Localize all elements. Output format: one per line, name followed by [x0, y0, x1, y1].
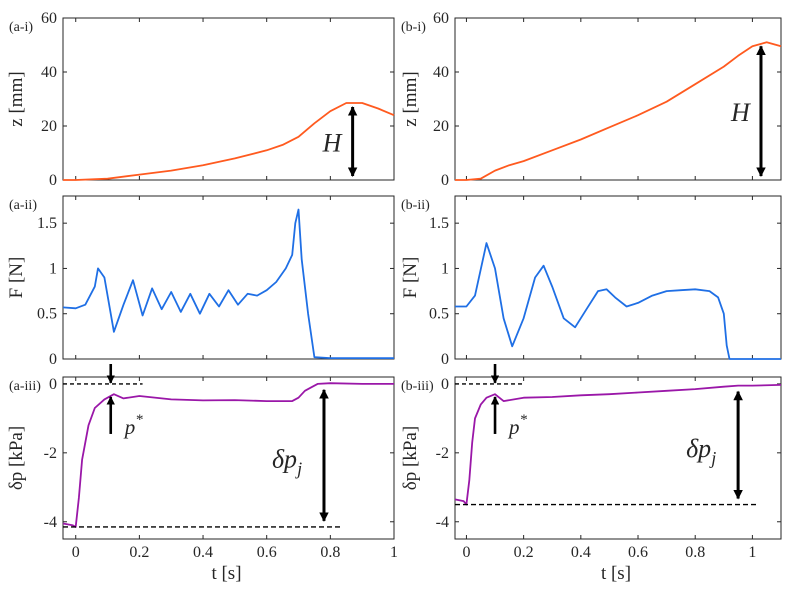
- pstar-label: p*: [507, 412, 528, 439]
- panel-label: (a-ii): [9, 198, 37, 213]
- panel-label: (b-i): [401, 20, 426, 35]
- dpj-subscript: j: [709, 448, 716, 468]
- x-tick-label: 0.6: [257, 544, 277, 561]
- x-tick-label: 0.8: [320, 544, 340, 561]
- pstar-label: p*: [123, 412, 144, 439]
- y-tick-label: 0: [441, 351, 449, 368]
- chart-panel-b-iii: 0 0.2 0.4 0.6 0.8 1 -4 -2 0 δp [kPa] t [s] (b-iii) p…: [400, 364, 782, 584]
- dpj-subscript: j: [295, 458, 302, 478]
- x-tick-label: 0.4: [571, 544, 591, 561]
- y-tick-label: 20: [433, 118, 449, 135]
- y-tick-label: -4: [44, 514, 57, 531]
- y-tick-label: -2: [44, 445, 57, 462]
- pstar-symbol: p: [507, 415, 520, 439]
- pstar-superscript: *: [520, 412, 528, 428]
- x-axis-label: t [s]: [211, 563, 241, 584]
- x-tick-label: 0: [72, 544, 80, 561]
- chart-panel-b-i: 0 20 40 60 z [mm] (b-i) H: [400, 10, 782, 189]
- x-tick-label: 1: [390, 544, 398, 561]
- axes-box: [454, 376, 782, 540]
- dpj-label: δpj: [686, 434, 716, 468]
- series-line-F: [455, 242, 781, 360]
- pstar-superscript: *: [135, 412, 143, 428]
- y-tick-label: 20: [41, 118, 57, 135]
- y-tick-label: 1: [441, 260, 449, 277]
- panel-label: (b-iii): [401, 379, 434, 394]
- y-tick-label: 0: [49, 172, 57, 189]
- y-tick-label: 0: [49, 376, 57, 393]
- panel-label: (a-iii): [9, 379, 41, 394]
- y-tick-label: -2: [436, 445, 449, 462]
- y-tick-label: 0.5: [37, 306, 57, 323]
- x-tick-label: 0.4: [193, 544, 213, 561]
- y-tick-label: 60: [41, 10, 57, 27]
- y-tick-label: 0: [49, 351, 57, 368]
- series-line-z: [63, 102, 395, 181]
- panel-label: (a-i): [9, 20, 33, 35]
- axes-box: [454, 17, 782, 181]
- y-tick-label: 0: [441, 172, 449, 189]
- y-tick-label: 40: [433, 64, 449, 81]
- y-axis-label: F [N]: [400, 257, 421, 299]
- y-tick-label: 0.5: [429, 306, 449, 323]
- y-tick-label: 0: [441, 376, 449, 393]
- series-line-δp: [454, 384, 782, 506]
- y-axis-label: δp [kPa]: [6, 426, 27, 490]
- y-axis-label: F [N]: [6, 257, 27, 299]
- axes-box: [62, 195, 395, 360]
- chart-panel-a-i: 0 20 40 60 z [mm] (a-i) H: [6, 10, 395, 189]
- chart-panel-a-ii: 0 0.5 1 1.5 F [N] (a-ii): [6, 195, 395, 368]
- y-axis-label: z [mm]: [6, 71, 27, 126]
- series-line-z: [455, 41, 782, 181]
- axes-box: [454, 195, 782, 360]
- height-label: H: [730, 98, 751, 127]
- height-label: H: [322, 129, 343, 158]
- y-tick-label: 40: [41, 64, 57, 81]
- x-tick-label: 0.2: [129, 544, 149, 561]
- y-tick-label: 60: [433, 10, 449, 27]
- y-tick-label: 1.5: [37, 215, 57, 232]
- chart-panel-a-iii: 0 0.2 0.4 0.6 0.8 1 -4 -2 0 δp [kPa] t [s] (a-iii) p…: [6, 364, 398, 584]
- x-tick-label: 0.2: [514, 544, 534, 561]
- y-tick-label: 1.5: [429, 215, 449, 232]
- series-line-δp: [62, 382, 394, 528]
- y-tick-label: 1: [49, 260, 57, 277]
- dpj-symbol: δp: [686, 434, 711, 463]
- chart-panel-b-ii: 0 0.5 1 1.5 F [N] (b-ii): [400, 195, 782, 368]
- y-axis-label: δp [kPa]: [400, 426, 421, 490]
- axes-box: [62, 376, 395, 540]
- x-axis-label: t [s]: [601, 563, 631, 584]
- pstar-symbol: p: [123, 415, 136, 439]
- x-tick-label: 1: [748, 544, 756, 561]
- x-tick-label: 0: [462, 544, 470, 561]
- axes-box: [62, 17, 395, 181]
- y-axis-label: z [mm]: [400, 71, 421, 126]
- x-tick-label: 0.6: [628, 544, 648, 561]
- dpj-symbol: δp: [272, 444, 297, 473]
- dpj-label: δpj: [272, 444, 302, 478]
- x-tick-label: 0.8: [685, 544, 705, 561]
- series-line-F: [62, 208, 394, 360]
- y-tick-label: -4: [436, 514, 449, 531]
- panel-label: (b-ii): [401, 198, 430, 213]
